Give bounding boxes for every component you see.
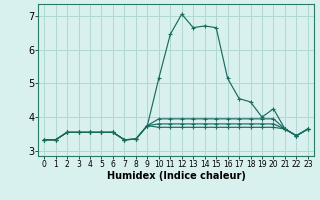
X-axis label: Humidex (Indice chaleur): Humidex (Indice chaleur) bbox=[107, 171, 245, 181]
